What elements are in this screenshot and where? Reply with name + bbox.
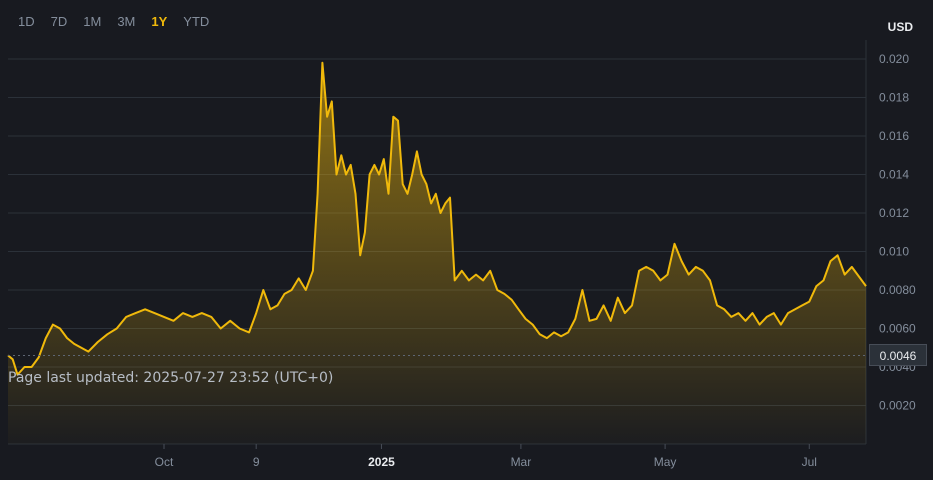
- y-tick-label: 0.012: [879, 206, 909, 220]
- last-updated-text: Page last updated: 2025-07-27 23:52 (UTC…: [8, 370, 334, 386]
- series-area-fill: [8, 62, 866, 445]
- x-tick-label: Oct: [155, 455, 174, 469]
- y-tick-label: 0.020: [879, 52, 909, 66]
- y-tick-label: 0.010: [879, 245, 909, 259]
- y-tick-label: 0.016: [879, 129, 909, 143]
- range-tab-1y[interactable]: 1Y: [151, 14, 168, 29]
- y-tick-label: 0.014: [879, 168, 909, 182]
- x-tick-label: Mar: [511, 455, 532, 469]
- x-tick-label: 2025: [368, 455, 395, 469]
- series-line: [7, 61, 867, 376]
- y-tick-label: 0.0080: [879, 283, 916, 297]
- y-tick-label: 0.0020: [879, 399, 916, 413]
- currency-label: USD: [887, 20, 913, 34]
- range-tab-7d[interactable]: 7D: [50, 14, 68, 29]
- range-tab-1d[interactable]: 1D: [18, 14, 35, 29]
- range-tab-1m[interactable]: 1M: [83, 14, 102, 29]
- current-price-tag: 0.0046: [869, 344, 927, 367]
- range-tab-3m[interactable]: 3M: [117, 14, 136, 29]
- y-tick-label: 0.018: [879, 91, 909, 105]
- range-tabs: 1D 7D 1M 3M 1Y YTD: [10, 12, 217, 31]
- range-tab-ytd[interactable]: YTD: [183, 14, 210, 29]
- x-axis: Oct 9 2025 Mar May Jul: [155, 444, 817, 469]
- x-tick-label: Jul: [802, 455, 817, 469]
- x-tick-label: 9: [253, 455, 260, 469]
- x-tick-label: May: [654, 455, 677, 469]
- y-tick-label: 0.0060: [879, 322, 916, 336]
- series-area: [7, 61, 867, 445]
